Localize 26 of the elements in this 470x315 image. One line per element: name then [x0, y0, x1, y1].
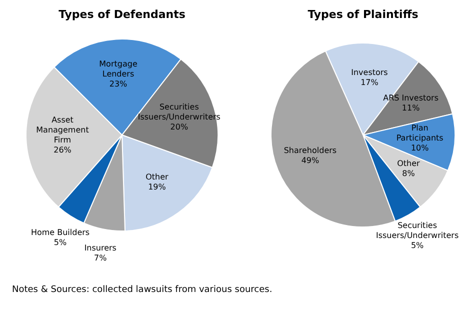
chart-title: Types of Plaintiffs: [308, 8, 419, 21]
data-label: 19%: [148, 182, 166, 192]
chart-title: Types of Defendants: [58, 8, 186, 21]
slice-label: Home Builders: [30, 228, 90, 237]
slice-label: Other: [397, 159, 421, 168]
slice-label: ARS Investors: [383, 94, 439, 103]
slice-label: Mortgage Lenders: [99, 60, 138, 79]
slice-label: Other: [146, 172, 170, 182]
data-label: 11%: [402, 104, 420, 113]
text: Notes & Sources: collected lawsuits from various sources.: [12, 285, 272, 295]
slice-label: Insurers: [84, 244, 116, 253]
slice-label: Investors: [351, 68, 388, 78]
slice-label: Plan Participants: [396, 124, 444, 143]
data-label: 17%: [360, 78, 379, 88]
data-label: 20%: [170, 122, 188, 132]
slice-label: Asset Management Firm: [36, 116, 89, 145]
data-label: 5%: [410, 241, 424, 250]
slice-label: Securities Issuers/Underwriters: [376, 221, 459, 240]
data-label: 26%: [54, 146, 72, 155]
data-label: 7%: [94, 254, 108, 263]
slice-label: Shareholders: [284, 146, 337, 156]
data-label: 8%: [402, 169, 416, 178]
data-label: 5%: [54, 238, 68, 247]
data-label: 10%: [410, 144, 430, 153]
data-label: 49%: [301, 156, 320, 166]
data-label: 23%: [109, 80, 128, 89]
